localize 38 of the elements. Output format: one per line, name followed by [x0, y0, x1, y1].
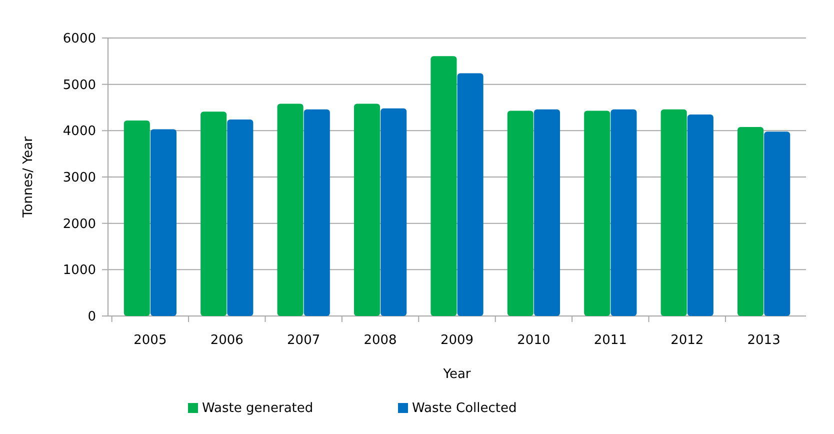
bar: [304, 109, 330, 316]
y-tick-label: 2000: [62, 216, 96, 232]
y-tick-label: 0: [88, 310, 96, 325]
x-tick-label: 2005: [134, 333, 167, 348]
bar: [507, 110, 534, 316]
bar: [124, 120, 150, 316]
bar: [200, 112, 227, 316]
bar: [457, 73, 484, 316]
y-tick-label: 5000: [62, 78, 96, 93]
bar: [660, 109, 687, 316]
y-tick-label: 4000: [62, 124, 96, 140]
legend-label: Waste generated: [202, 401, 314, 416]
y-tick-label: 1000: [62, 263, 96, 278]
x-tick-label: 2013: [747, 333, 780, 348]
x-tick-label: 2009: [440, 333, 474, 348]
bar: [277, 104, 304, 316]
x-axis-title: Year: [442, 367, 472, 382]
bar: [610, 109, 637, 316]
bar: [227, 120, 254, 316]
bar: [764, 132, 790, 316]
bar: [738, 126, 764, 316]
x-tick-label: 2006: [210, 333, 244, 348]
bar: [150, 129, 176, 316]
y-axis-title: Tonnes/ Year: [21, 136, 36, 218]
bar: [687, 114, 714, 316]
y-tick-label: 3000: [62, 170, 96, 186]
bar: [354, 104, 380, 316]
bar: [430, 56, 457, 316]
bar: [584, 110, 610, 316]
bar: [534, 109, 560, 316]
x-tick-label: 2011: [594, 333, 627, 348]
x-tick-label: 2007: [287, 333, 320, 348]
x-tick-label: 2010: [517, 333, 550, 348]
x-tick-label: 2012: [670, 333, 704, 348]
y-tick-label: 6000: [62, 32, 96, 47]
x-tick-label: 2008: [364, 333, 397, 348]
legend-label: Waste Collected: [412, 401, 517, 416]
bar: [380, 108, 407, 316]
